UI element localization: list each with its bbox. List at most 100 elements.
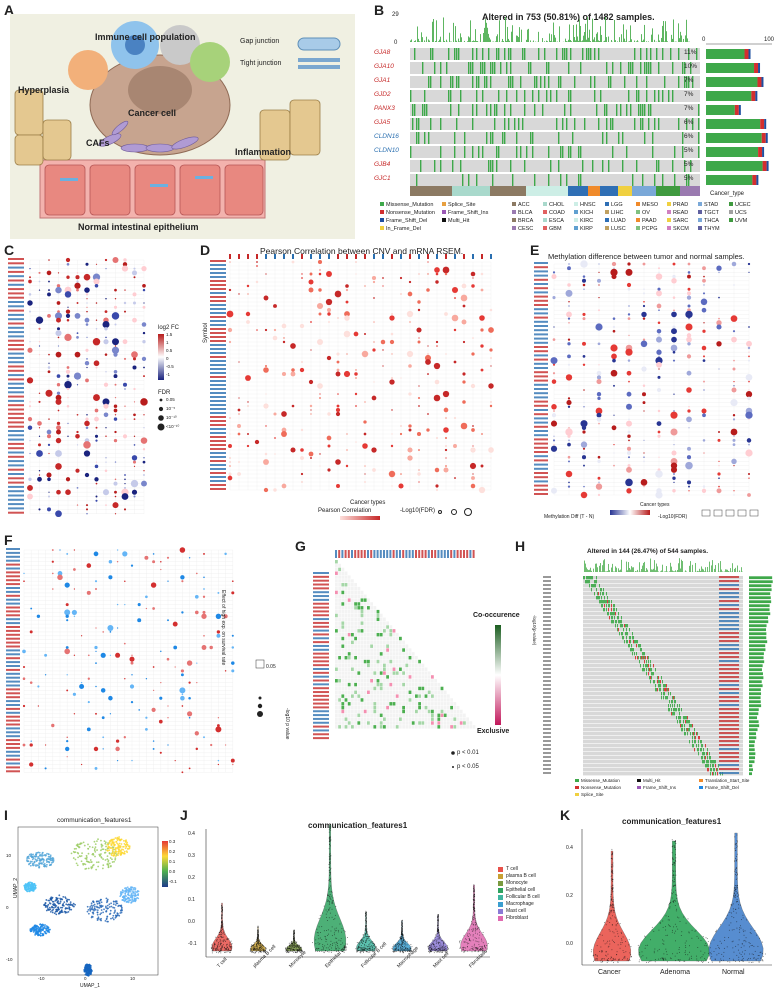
mut-cell (614, 612, 615, 616)
matrix-cell (437, 686, 441, 691)
matrix-cell (389, 632, 393, 637)
bubble (210, 743, 213, 747)
matrix-cell (389, 671, 393, 675)
mut-cell (689, 728, 690, 732)
matrix-cell (415, 721, 418, 725)
matrix-cell (399, 663, 402, 668)
bubble (418, 469, 420, 471)
top-bar (577, 36, 578, 42)
matrix-cell (434, 690, 437, 694)
umap-point (108, 840, 111, 842)
bubble (65, 603, 69, 607)
matrix-cell (357, 586, 361, 591)
mut-cell (606, 608, 607, 612)
bubble (408, 428, 412, 432)
top-bar (695, 562, 696, 572)
mut-cell (428, 76, 430, 88)
top-bar (619, 570, 620, 572)
size-legend-dot (257, 711, 263, 717)
mut-cell (637, 640, 638, 644)
bubble (56, 317, 61, 323)
bubble (38, 508, 41, 511)
bubble (55, 510, 62, 518)
matrix-cell (351, 586, 354, 591)
matrix-cell (424, 702, 428, 706)
mut-cell (612, 620, 613, 624)
gene-tick (8, 481, 24, 484)
matrix-cell (389, 629, 393, 633)
matrix-cell (341, 648, 345, 652)
mut-cell (572, 132, 574, 144)
gene-tick (6, 575, 20, 578)
cancer-strip (632, 186, 656, 196)
mut-cell (640, 62, 642, 74)
gene-tick (6, 633, 20, 636)
top-bar (575, 40, 576, 42)
top-bar (589, 29, 590, 42)
col-label (466, 550, 469, 558)
legend-text: PCPG (642, 226, 658, 232)
mut-cell (664, 76, 666, 88)
matrix-cell (341, 617, 345, 622)
matrix-cell (379, 613, 383, 618)
col-label (450, 550, 453, 558)
bubble (550, 420, 558, 427)
bubble (46, 434, 52, 439)
mut-cell (410, 146, 412, 158)
bubble (130, 700, 134, 704)
bubble (551, 274, 557, 280)
mut-cell (692, 76, 694, 88)
top-bar (687, 38, 688, 42)
bubble (47, 495, 51, 498)
gene-label: GJB4 (374, 161, 391, 168)
matrix-cell (376, 621, 380, 625)
umap-point (87, 847, 90, 850)
matrix-cell (351, 725, 354, 729)
bubble (232, 763, 234, 766)
bubble (274, 453, 276, 455)
gene-tick (534, 417, 548, 420)
bubble (196, 662, 198, 664)
top-bar (637, 40, 638, 42)
umap-point (49, 897, 52, 900)
mut-cell (506, 90, 508, 102)
bubble (628, 456, 630, 459)
matrix-cell (402, 671, 405, 675)
right-bar (749, 576, 773, 580)
bubble (226, 310, 234, 318)
bubble (471, 428, 475, 432)
top-bar (436, 20, 437, 42)
umap-point (114, 858, 117, 861)
gene-tick (210, 316, 226, 318)
matrix-cell (338, 671, 341, 675)
bubble (481, 433, 483, 435)
umap-point (42, 858, 45, 861)
mut-cell (680, 724, 681, 728)
matrix-cell (360, 675, 364, 679)
bubble (116, 627, 119, 629)
bubble (461, 283, 467, 289)
mut-cell (412, 104, 414, 116)
mut-cell (589, 576, 590, 580)
matrix-cell (367, 629, 370, 633)
matrix-cell (379, 690, 383, 694)
size-legend-box (737, 509, 747, 517)
matrix-cell (379, 652, 383, 656)
gene-label-mark (719, 736, 739, 738)
legend-text: Frame_Shift_Ins (448, 210, 489, 216)
gene-tick (210, 468, 226, 470)
bubble (301, 481, 303, 483)
matrix-cell (395, 690, 399, 694)
matrix-cell (395, 725, 399, 729)
legend-swatch (575, 779, 579, 782)
top-bar (614, 19, 615, 42)
row-label (313, 652, 329, 655)
matrix-cell (424, 679, 428, 683)
cancer-legend-item: ESCA (543, 218, 564, 224)
matrix-cell (341, 606, 345, 610)
gene-label-mark (719, 652, 739, 654)
mut-cell (642, 174, 644, 186)
matrix-cell (383, 629, 386, 633)
gene-tick (534, 341, 548, 344)
mut-cell (619, 632, 620, 636)
